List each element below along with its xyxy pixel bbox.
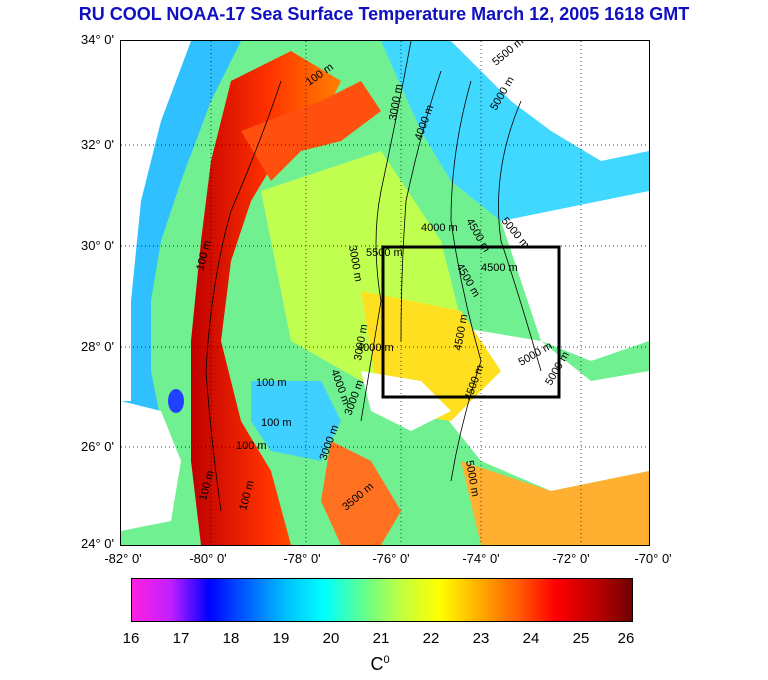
temperature-colorbar — [131, 578, 633, 622]
cloud-region-east — [501, 191, 649, 361]
map-title: RU COOL NOAA-17 Sea Surface Temperature … — [78, 4, 690, 24]
unit-sup: 0 — [383, 654, 390, 666]
lon-label-80: -80° 0' — [189, 551, 227, 566]
contour-label: 4500 m — [481, 262, 518, 274]
colorbar-tick: 21 — [372, 630, 390, 647]
southern-warm-water — [321, 441, 401, 545]
colorbar-tick: 19 — [272, 630, 290, 647]
lat-label-30: 30° 0' — [81, 238, 114, 253]
florida-land — [121, 41, 191, 401]
lon-label-82: -82° 0' — [104, 551, 142, 566]
lon-label-70: -70° 0' — [634, 551, 672, 566]
unit-main: C — [370, 654, 384, 674]
gulf-stream-north — [241, 81, 381, 181]
lon-label-72: -72° 0' — [552, 551, 590, 566]
colorbar-tick: 20 — [322, 630, 340, 647]
lake-okeechobee — [168, 389, 184, 413]
colorbar-tick: 24 — [522, 630, 540, 647]
gulf-stream-core — [191, 51, 341, 545]
colorbar-tick: 23 — [472, 630, 490, 647]
bahamas-bank — [251, 381, 341, 461]
warm-water-southeast — [461, 461, 649, 545]
sst-map-canvas: 100 m 100 m 100 m 100 m 100 m 100 m 100 … — [121, 41, 649, 545]
cloud-region-north — [451, 41, 649, 161]
contour-label: 4000 m — [421, 222, 458, 234]
study-area-box — [381, 245, 561, 399]
colorbar-tick: 18 — [222, 630, 240, 647]
colorbar-tick: 22 — [422, 630, 440, 647]
lat-label-32: 32° 0' — [81, 137, 114, 152]
colorbar-unit: C0 — [340, 654, 420, 675]
lat-label-26: 26° 0' — [81, 439, 114, 454]
lat-label-28: 28° 0' — [81, 339, 114, 354]
contour-label: 100 m — [256, 377, 287, 389]
contour-label: 4000 m — [357, 342, 394, 354]
florida-keys-land — [121, 401, 181, 531]
lat-label-24: 24° 0' — [81, 536, 114, 551]
colorbar-tick: 26 — [617, 630, 635, 647]
lon-label-74: -74° 0' — [462, 551, 500, 566]
lon-label-78: -78° 0' — [283, 551, 321, 566]
sst-map: 100 m 100 m 100 m 100 m 100 m 100 m 100 … — [120, 40, 650, 546]
colorbar-tick: 25 — [572, 630, 590, 647]
lat-label-34: 34° 0' — [81, 32, 114, 47]
lon-label-76: -76° 0' — [372, 551, 410, 566]
bathymetry-contours — [205, 41, 542, 512]
contour-label: 100 m — [236, 440, 267, 452]
colorbar-tick: 17 — [172, 630, 190, 647]
colorbar-tick: 16 — [122, 630, 140, 647]
contour-label: 100 m — [261, 417, 292, 429]
